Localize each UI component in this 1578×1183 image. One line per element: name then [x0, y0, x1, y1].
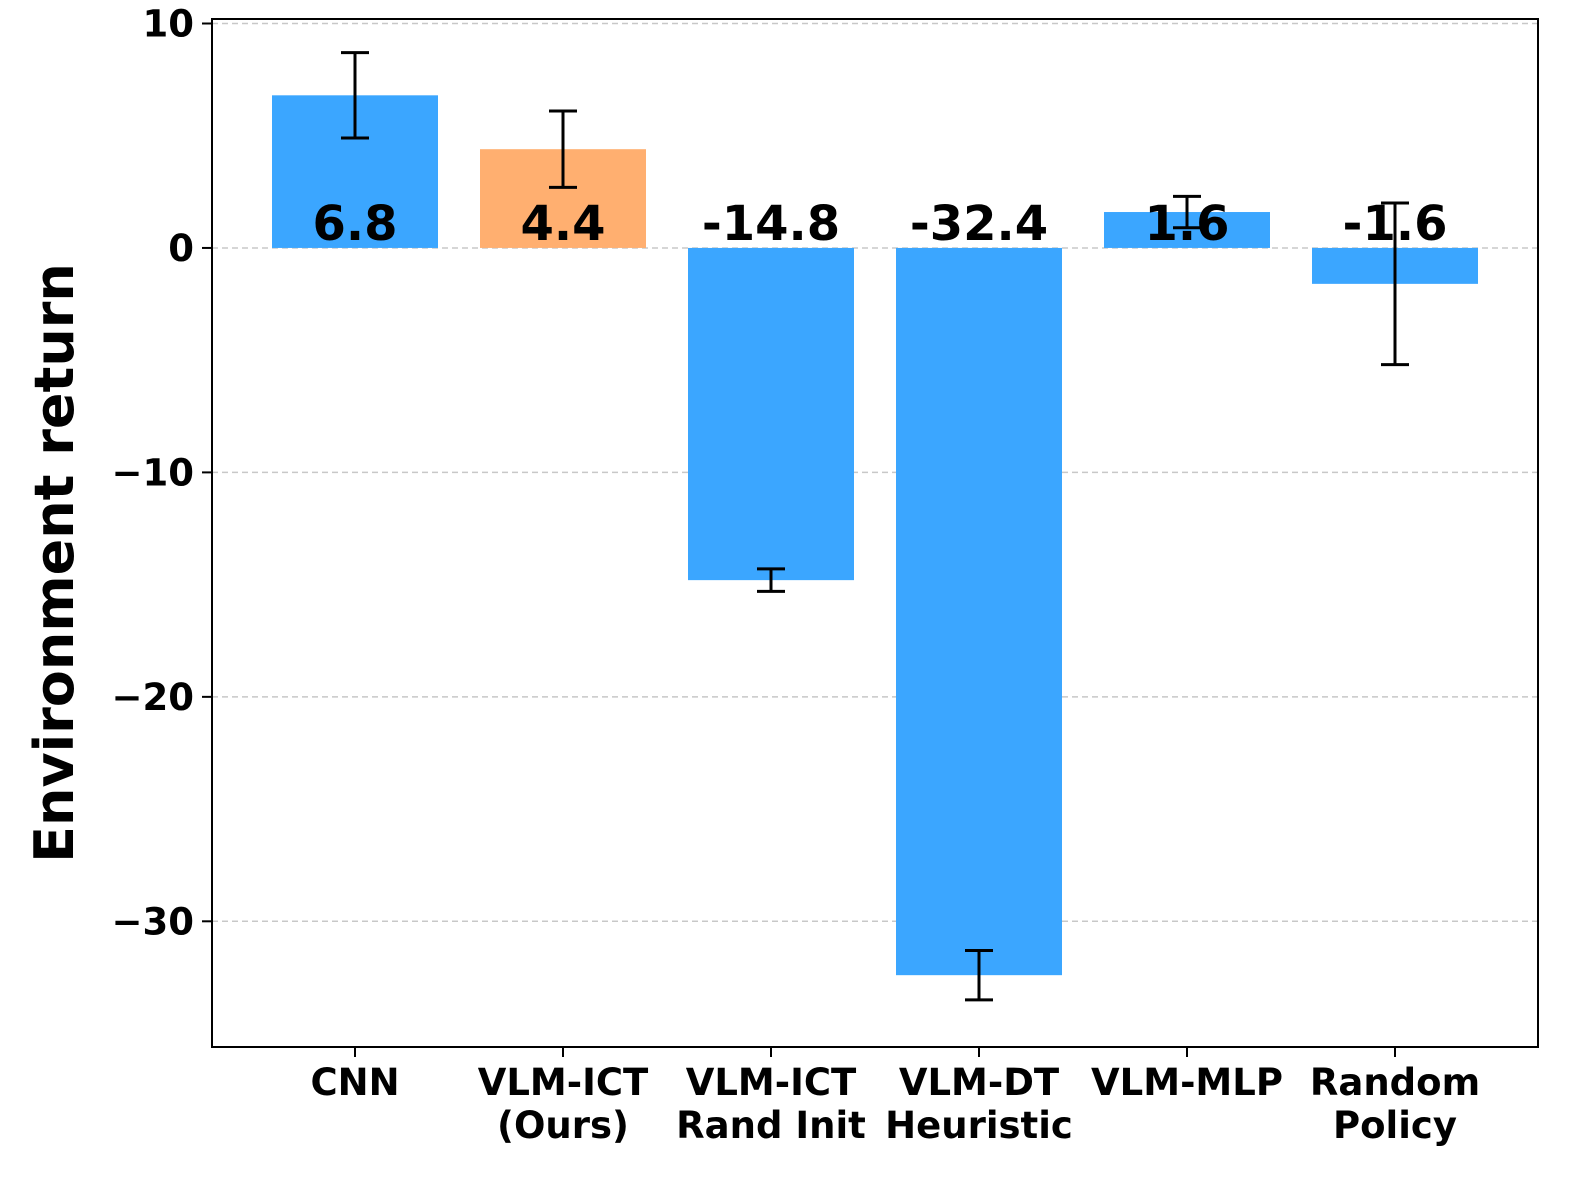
x-tick-label: CNN — [310, 1061, 399, 1104]
data-label: 1.6 — [1144, 196, 1229, 252]
x-tick-label: Random Policy — [1310, 1061, 1480, 1147]
data-label: -14.8 — [702, 196, 840, 252]
x-tick-label: VLM-ICT (Ours) — [478, 1061, 649, 1147]
data-labels: 6.8 4.4 -14.8 -32.4 1.6 -1.6 — [312, 196, 1447, 252]
error-bar — [549, 109, 577, 189]
y-tick-label: −30 — [112, 900, 195, 943]
y-tick-label: 0 — [168, 227, 194, 270]
y-axis-label: Environment return — [23, 263, 86, 863]
y-tick-label: 10 — [143, 2, 195, 45]
y-tick-label: −10 — [112, 451, 195, 494]
bar — [896, 247, 1062, 976]
y-axis-ticks: 10 0 −10 −20 −30 — [112, 2, 212, 943]
x-tick-label: VLM-DT Heuristic — [885, 1061, 1073, 1147]
data-label: -1.6 — [1343, 196, 1448, 252]
y-tick-label: −20 — [112, 676, 195, 719]
data-label: -32.4 — [910, 196, 1048, 252]
bars — [272, 95, 1478, 976]
x-tick-label: VLM-ICT Rand Init — [676, 1061, 866, 1147]
error-bar — [1173, 194, 1201, 230]
error-bar — [965, 948, 993, 1002]
bar — [688, 247, 854, 581]
error-bar — [757, 567, 785, 593]
data-label: 4.4 — [520, 196, 605, 252]
error-bar — [1381, 201, 1409, 367]
error-bars — [341, 51, 1409, 1002]
data-label: 6.8 — [312, 196, 397, 252]
x-tick-label: VLM-MLP — [1091, 1061, 1283, 1104]
plot-frame — [211, 18, 1539, 1048]
error-bar — [341, 51, 369, 140]
